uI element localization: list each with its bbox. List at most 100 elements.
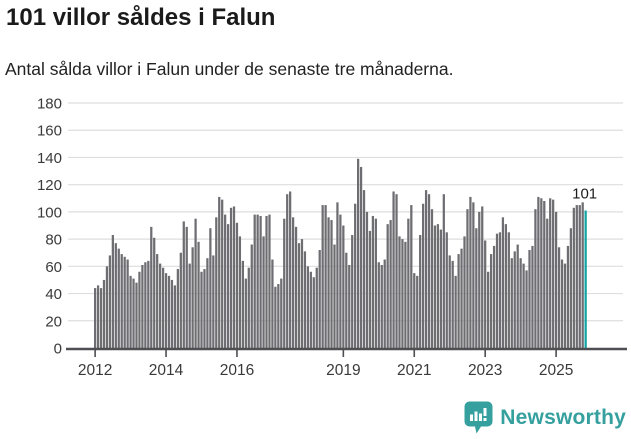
highlight-value-label: 101	[572, 186, 597, 203]
bar	[170, 279, 174, 348]
bar	[96, 285, 100, 348]
bar	[324, 205, 327, 348]
y-tick-label: 120	[37, 177, 62, 194]
bar	[108, 255, 112, 348]
bar	[271, 259, 274, 348]
bar	[188, 263, 191, 348]
y-tick-label: 160	[37, 123, 62, 140]
bar	[318, 250, 321, 348]
bar	[206, 258, 209, 348]
bar	[543, 201, 546, 348]
bar	[422, 203, 425, 348]
bar	[345, 252, 348, 348]
bar	[484, 240, 487, 348]
x-tick-label: 2025	[539, 362, 573, 379]
y-tick-label: 0	[54, 341, 62, 358]
bar	[442, 194, 445, 348]
bar-chart-speech-bubble-icon	[464, 401, 493, 434]
bar	[315, 267, 318, 348]
bar	[105, 266, 109, 348]
bar	[552, 199, 555, 348]
bar	[534, 209, 537, 348]
bar	[416, 275, 419, 348]
bar	[466, 209, 469, 348]
bar	[330, 220, 333, 348]
bar	[481, 206, 484, 348]
bar	[182, 221, 185, 348]
bar	[209, 228, 212, 348]
bar	[176, 269, 179, 348]
bar	[460, 248, 463, 348]
bar	[185, 226, 188, 348]
bar	[489, 254, 493, 348]
bar	[342, 225, 345, 348]
bar	[102, 279, 106, 348]
bar	[398, 236, 401, 348]
bar	[445, 232, 448, 348]
bar	[522, 263, 525, 348]
bar	[156, 254, 159, 348]
bar	[377, 262, 380, 348]
bar	[294, 226, 298, 348]
bar	[478, 211, 481, 348]
chart-subtitle: Antal sålda villor i Falun under de sena…	[5, 59, 454, 79]
bar	[111, 235, 114, 348]
bar	[528, 250, 531, 348]
bar	[510, 258, 513, 348]
bar	[525, 270, 528, 348]
bar	[212, 255, 215, 348]
bar	[498, 232, 502, 348]
bar	[191, 247, 194, 348]
y-tick-label: 60	[45, 259, 62, 276]
bar	[262, 236, 265, 348]
bar	[365, 211, 369, 348]
bar	[357, 158, 360, 348]
bar	[327, 217, 330, 348]
bar	[114, 243, 117, 348]
bar	[566, 245, 570, 348]
bar	[507, 232, 510, 348]
bar	[380, 264, 383, 348]
bar	[200, 271, 203, 348]
bar	[549, 198, 552, 348]
bar	[351, 235, 354, 348]
bar	[463, 236, 466, 348]
bar	[492, 245, 496, 348]
y-tick-label: 40	[45, 286, 62, 303]
bar	[575, 205, 578, 348]
bar	[359, 166, 363, 348]
bar	[203, 269, 206, 348]
bar	[138, 271, 141, 348]
bar	[392, 191, 395, 348]
bar-chart: 0 20 40 60 80 100 120 140 160 180 2012 2014 2016 2019…	[37, 96, 627, 379]
bar	[117, 248, 120, 348]
bar	[250, 244, 253, 348]
bar	[218, 196, 221, 348]
x-tick-label: 2019	[326, 362, 360, 379]
bar	[563, 263, 567, 348]
bar	[129, 275, 132, 348]
bar	[312, 277, 315, 348]
y-tick-label: 20	[45, 313, 62, 330]
bar	[241, 260, 244, 348]
bar	[283, 218, 286, 348]
bar	[221, 199, 224, 348]
bar	[256, 214, 259, 348]
y-tick-label: 100	[37, 204, 62, 221]
bar	[132, 278, 135, 348]
bar	[557, 247, 561, 348]
x-tick-label: 2021	[397, 362, 431, 379]
bar	[164, 273, 168, 348]
bar	[501, 217, 505, 348]
bar	[513, 251, 516, 348]
bar	[247, 267, 250, 348]
bar	[401, 239, 404, 348]
bar	[303, 251, 307, 348]
bar	[259, 215, 262, 348]
bar	[407, 218, 410, 348]
bar	[321, 205, 324, 348]
bar	[560, 259, 564, 348]
bar	[424, 190, 428, 348]
bar	[516, 244, 519, 348]
